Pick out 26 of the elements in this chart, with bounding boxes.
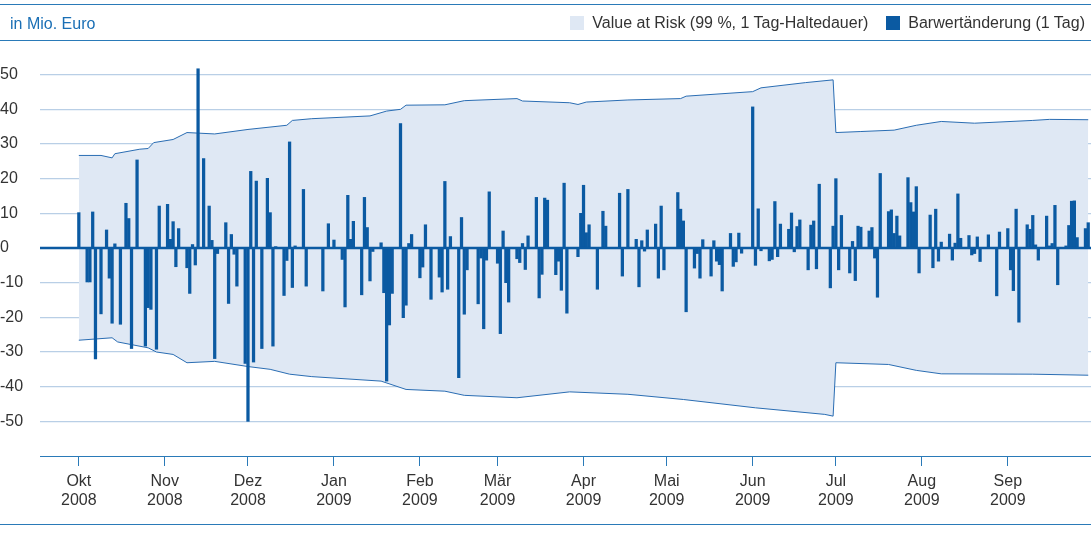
legend-label: Barwertänderung (1 Tag) [908,14,1085,32]
y-tick-label: -30 [0,342,24,360]
y-tick-label: 10 [0,203,18,221]
x-tick-label: Jul 2009 [818,472,854,509]
y-tick-label: 50 [0,65,18,83]
y-tick-label: 40 [0,99,18,117]
x-tick-label: Nov 2008 [146,472,183,509]
y-tick-label: 20 [0,169,18,187]
legend-label: Value at Risk (99 %, 1 Tag-Haltedauer) [592,14,869,32]
x-tick-label: Jun 2009 [734,472,771,509]
x-tick-label: Aug 2009 [904,472,940,509]
y-tick-label: 30 [0,134,18,152]
y-tick-label: -20 [0,307,24,325]
y-axis-title: in Mio. Euro [10,15,96,33]
x-tick-label: Mai 2009 [648,472,685,509]
x-tick-label: Sep 2009 [990,472,1026,509]
y-tick-label: -50 [0,411,24,429]
y-tick-label: -10 [0,273,24,291]
y-tick-label: -40 [0,377,24,395]
x-tick-label: Dez 2008 [230,472,266,509]
x-tick-label: Feb 2009 [402,472,438,509]
x-tick-label: Jan 2009 [316,472,352,509]
x-tick-label: Mär 2009 [479,472,516,509]
y-tick-label: 0 [0,238,9,256]
x-tick-label: Apr 2009 [565,472,602,509]
x-tick-label: Okt 2008 [61,472,97,509]
